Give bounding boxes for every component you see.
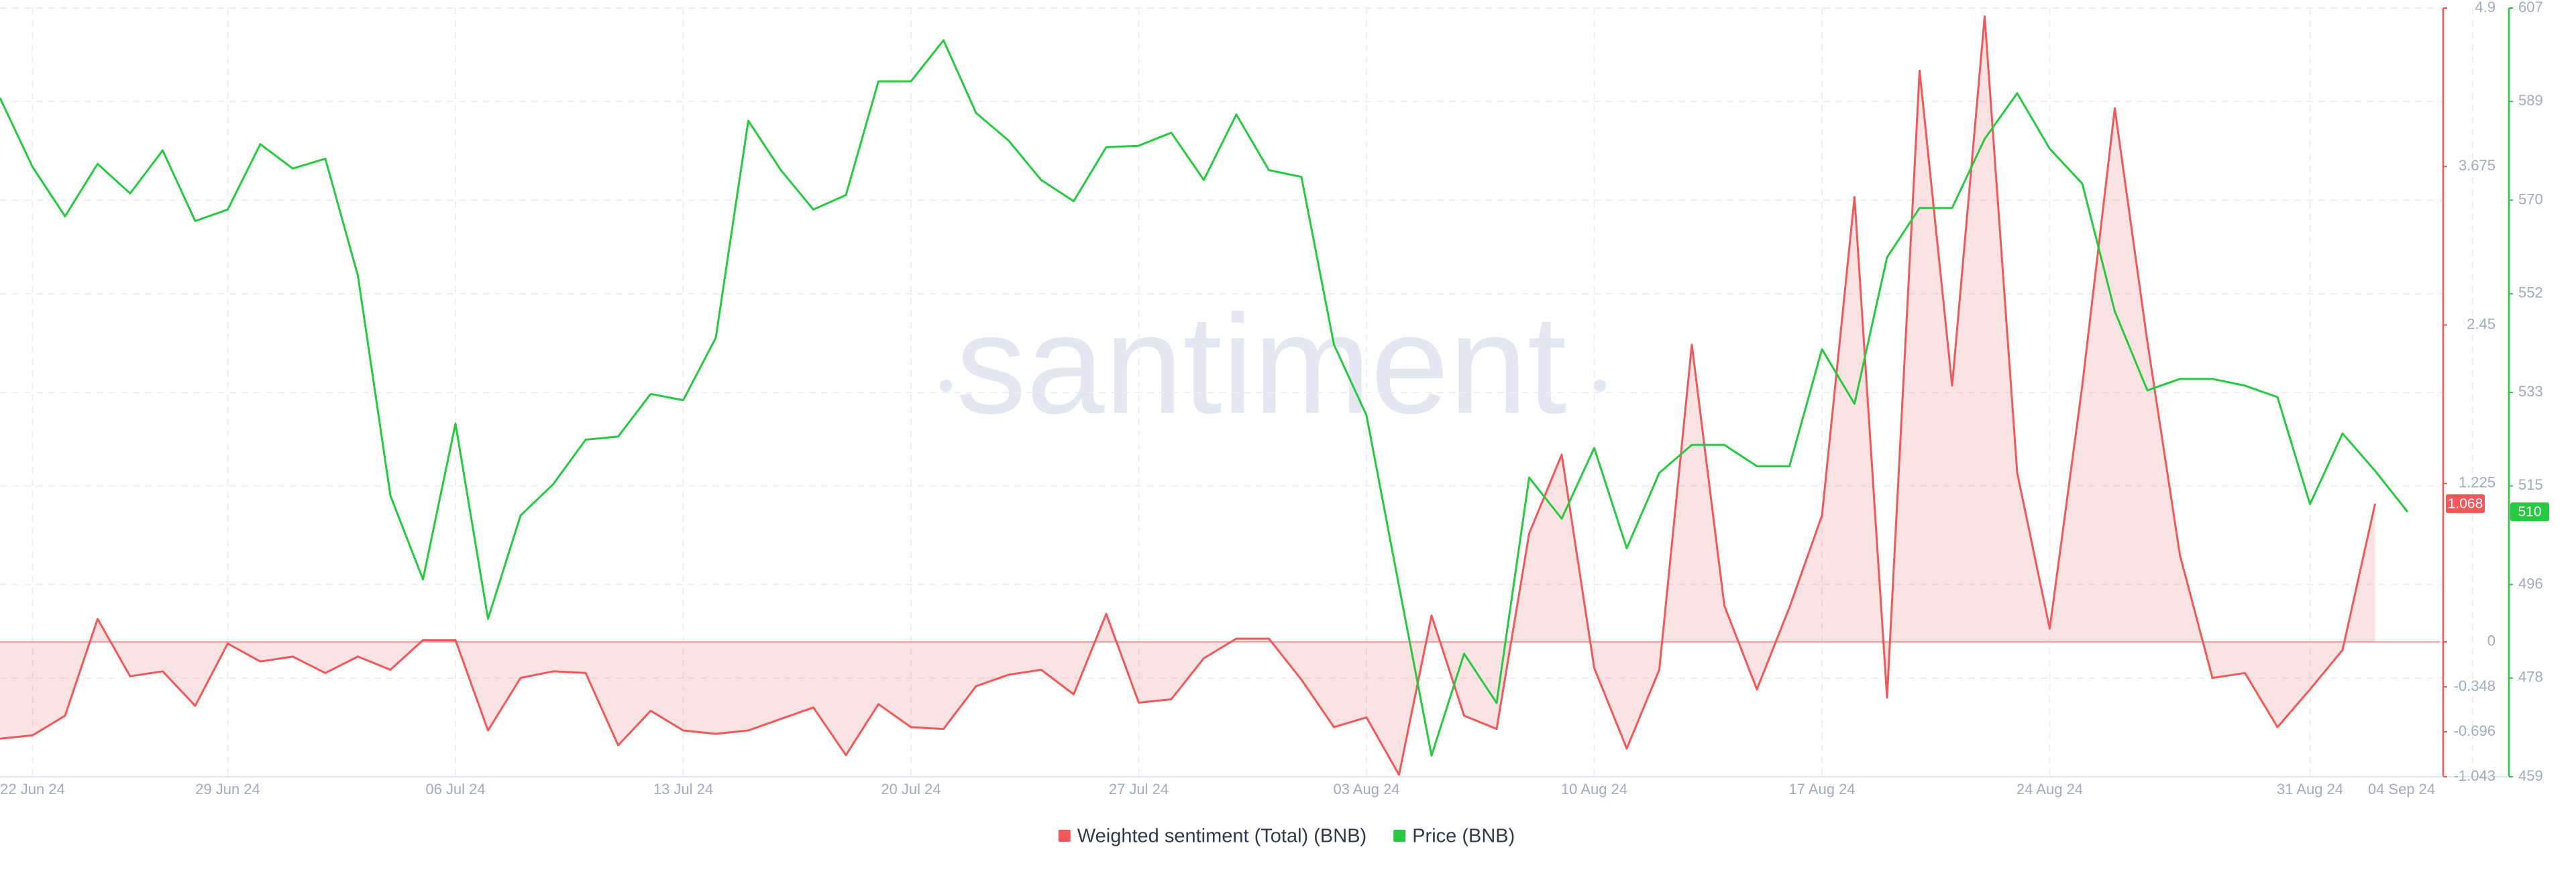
- x-tick-label: 03 Aug 24: [1333, 781, 1399, 798]
- series-line: [0, 15, 2376, 776]
- series-line: [0, 39, 2409, 757]
- y2-tick-label: 570: [2518, 190, 2543, 207]
- x-tick-label: 27 Jul 24: [1109, 781, 1169, 798]
- legend-swatch: [1393, 830, 1406, 842]
- y-tick-label: 0: [2487, 633, 2496, 649]
- y-tick-label: 1.225: [2459, 474, 2496, 490]
- last-value-label: 510: [2518, 504, 2541, 520]
- x-tick-label: 20 Jul 24: [881, 781, 941, 798]
- legend: Weighted sentiment (Total) (BNB) Price (B…: [1058, 826, 1515, 847]
- watermark: santiment: [956, 285, 1566, 443]
- y2-tick-label: 607: [2518, 0, 2543, 15]
- legend-label: Weighted sentiment (Total) (BNB): [1077, 826, 1366, 847]
- y2-tick-label: 515: [2518, 476, 2543, 493]
- y-tick-label: 4.9: [2475, 0, 2496, 15]
- x-tick-label: 22 Jun 24: [0, 781, 65, 798]
- x-tick-label: 31 Aug 24: [2277, 781, 2343, 798]
- y2-tick-label: 459: [2518, 767, 2543, 784]
- y2-tick-label: 552: [2518, 284, 2543, 301]
- y2-tick-label: 478: [2518, 669, 2543, 686]
- y2-tick-label: 496: [2518, 575, 2543, 592]
- watermark-dot: [1594, 380, 1606, 392]
- x-tick-label: 06 Jul 24: [425, 781, 485, 798]
- x-tick-label: 24 Aug 24: [2017, 781, 2083, 798]
- last-value-badge: [2510, 502, 2549, 522]
- x-tick-label: 10 Aug 24: [1561, 781, 1627, 798]
- y2-tick-label: 589: [2518, 92, 2543, 109]
- y-tick-label: -0.348: [2454, 677, 2496, 694]
- last-value-label: 1.068: [2448, 496, 2483, 511]
- last-value-badge: [2446, 494, 2485, 513]
- y-tick-label: 2.45: [2467, 315, 2496, 332]
- y-tick-label: -0.696: [2454, 722, 2496, 739]
- x-tick-label: 17 Aug 24: [1788, 781, 1855, 798]
- legend-swatch: [1058, 830, 1071, 842]
- y-tick-label: 3.675: [2459, 157, 2496, 174]
- legend-label: Price (BNB): [1412, 826, 1515, 847]
- x-tick-label: 13 Jul 24: [653, 781, 713, 798]
- y2-tick-label: 533: [2518, 383, 2543, 400]
- watermark-dot: [940, 380, 952, 392]
- x-tick-label: 04 Sep 24: [2368, 781, 2435, 798]
- y-tick-label: -1.043: [2454, 767, 2496, 784]
- x-tick-label: 29 Jun 24: [195, 781, 260, 798]
